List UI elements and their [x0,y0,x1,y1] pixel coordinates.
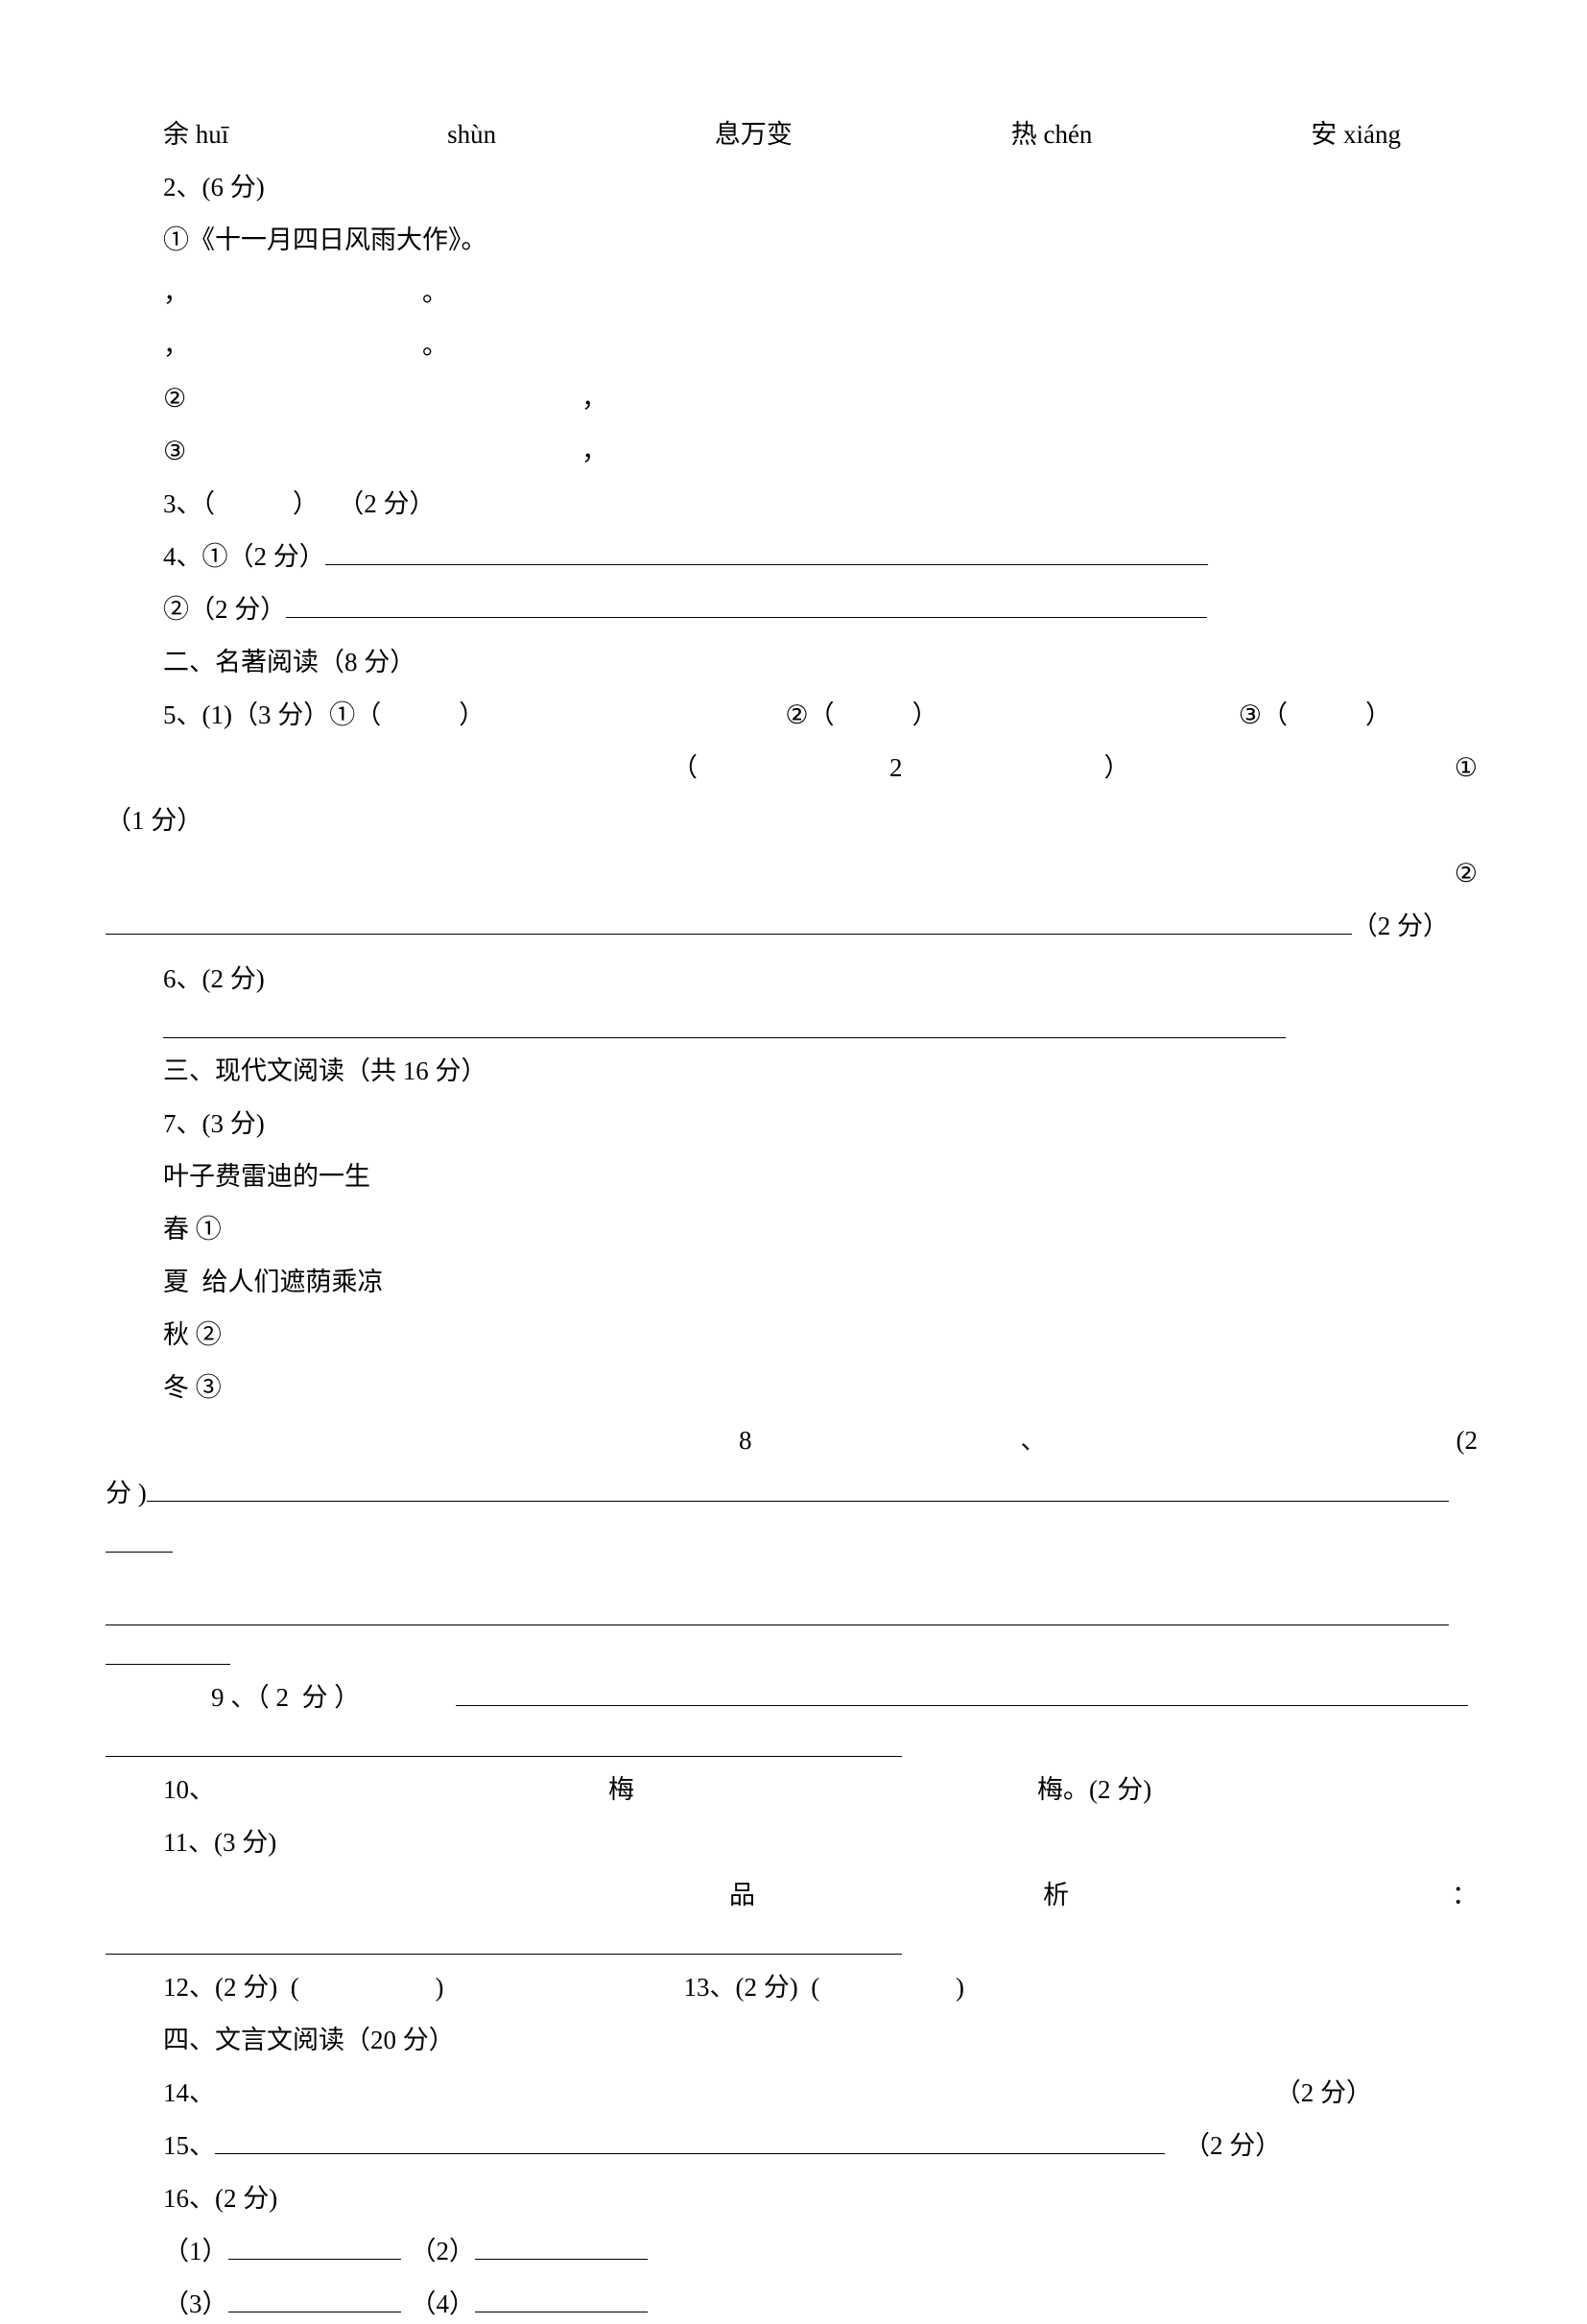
q16-2-blank[interactable] [475,2234,648,2260]
q16: 16、(2 分) [163,2179,1453,2218]
q2-line1: ①《十一月四日风雨大作》。 [163,221,1453,260]
q9-label: 9 、（ 2 分 ） [211,1678,360,1718]
q4-2-pre: ②（2 分） [163,590,286,629]
q16-1-blank[interactable] [228,2234,401,2260]
q5-1c: ③（ ） [1239,696,1391,735]
q8-tail2: 分 ) [106,1474,147,1513]
q16-4-blank[interactable] [475,2287,648,2312]
section4: 四、文言文阅读（20 分） [163,2021,1453,2060]
q16-2: （2） [411,2232,476,2271]
q12-13: 12、(2 分) ( ) 13、(2 分) ( ) [163,1968,1410,2007]
q5-l2-d: 2 [889,748,903,788]
q11: 11、(3 分) [163,1823,1453,1862]
q10-pre: 10、 [163,1770,215,1810]
q11-c [106,1929,1453,1955]
q15-pre: 15、 [163,2126,215,2166]
q8-line4 [106,1639,230,1665]
pinyin-2: shùn [447,115,496,154]
q10-mid: 梅 [608,1770,634,1810]
q9: 9 、（ 2 分 ） [163,1678,1468,1718]
q5-l2-b: （ [672,748,698,788]
q4-1-blank[interactable] [325,539,1208,565]
q5-1b: ②（ ） [785,696,937,735]
q9-blank2[interactable] [106,1731,902,1757]
q2-d: ③ ， [163,432,1453,471]
q5-line1: 5、(1)（3 分）①（ ） ②（ ） ③（ ） [163,696,1391,735]
q9-blank[interactable] [456,1680,1468,1706]
q11-blank[interactable] [106,1929,902,1955]
q7-spring: 春 ① [163,1210,1453,1249]
q7-winter: 冬 ③ [163,1368,1453,1408]
q5-l2-g: ① [1455,748,1478,788]
q15: 15、 （2 分） [163,2126,1372,2166]
q10-post: 梅。(2 分) [1037,1770,1151,1810]
pinyin-3: 息万变 [715,115,793,154]
q8-blank2[interactable] [106,1595,1449,1625]
q4-2: ②（2 分） [163,590,1453,629]
pinyin-row: 余 huī shùn 息万变 热 chén 安 xiáng [163,115,1401,154]
q3: 3、（ ） （2 分） [163,485,1453,524]
q5-l5-blank[interactable] [106,909,1352,935]
pinyin-5: 安 xiáng [1311,115,1401,154]
q8-mid: 8 [739,1421,752,1460]
q11-xi: 析 [1043,1876,1069,1915]
q15-blank[interactable] [215,2128,1165,2154]
q8-blank[interactable] [147,1476,1449,1502]
q5-line4: ② [134,854,1478,893]
q8-line: 8 、 (2 [134,1421,1478,1460]
q7-summer: 夏 给人们遮荫乘凉 [163,1263,1453,1302]
q16-row1: （1） （2） [163,2232,1453,2271]
q13: 13、(2 分) ( ) [683,1968,963,2007]
q16-4: （4） [411,2285,476,2324]
q7-autumn: 秋 ② [163,1316,1453,1355]
q15-score: （2 分） [1184,2126,1281,2166]
q16-3-blank[interactable] [228,2287,401,2312]
section3: 三、现代文阅读（共 16 分） [163,1052,1453,1091]
q7: 7、(3 分) [163,1104,1453,1144]
q2-label: 2、(6 分) [163,168,1453,207]
q4-2-blank[interactable] [286,592,1207,618]
q6: 6、(2 分) [163,960,1453,999]
q2-c: ② ， [163,379,1453,418]
q16-1: （1） [163,2232,228,2271]
q5-line2: （ 2 ） ① [134,748,1478,788]
q5-line3: （1 分） [106,801,1453,841]
q11-b: 品 析 ： [134,1876,1478,1915]
section2: 二、名著阅读（8 分） [163,643,1453,682]
q2-a: ， 。 [163,273,1453,313]
q8-sep: 、 [1021,1421,1047,1460]
q2-b: ， 。 [163,326,1453,366]
q14-score: （2 分） [1275,2074,1372,2113]
q9-b [106,1731,1453,1757]
q14: 14、 （2 分） [163,2074,1372,2113]
q4-1: 4、①（2 分） [163,537,1453,577]
q5-1a: 5、(1)（3 分）①（ ） [163,696,485,735]
q6-blank-line[interactable] [163,1012,1286,1038]
q8-line2: 分 ) [106,1474,1449,1513]
pinyin-4: 热 chén [1011,115,1093,154]
q4-1-pre: 4、①（2 分） [163,537,325,577]
q6-blank [163,1012,1453,1038]
pinyin-1: 余 huī [163,115,228,154]
q5-l4-a: ② [1455,854,1478,893]
q10: 10、 梅 梅。(2 分) [163,1770,1391,1810]
q11-pin: 品 [729,1876,755,1915]
q12: 12、(2 分) ( ) [163,1968,443,2007]
q5-l2-f: ） [1104,748,1130,788]
q5-line5: （2 分） [106,907,1449,946]
exam-answer-sheet: 余 huī shùn 息万变 热 chén 安 xiáng 2、(6 分) ①《… [0,0,1587,2244]
q7-t: 叶子费雷迪的一生 [163,1157,1453,1197]
q16-row2: （3） （4） [163,2285,1453,2324]
q8-blank-tail[interactable] [106,1527,173,1553]
q8-line3 [106,1527,173,1553]
q11-colon: ： [1452,1876,1478,1915]
q8-tail: (2 [1457,1421,1479,1460]
q16-3: （3） [163,2285,228,2324]
q5-l5-a: （2 分） [1352,907,1449,946]
q14-pre: 14、 [163,2074,215,2113]
q8-blank-tail2[interactable] [106,1639,230,1665]
